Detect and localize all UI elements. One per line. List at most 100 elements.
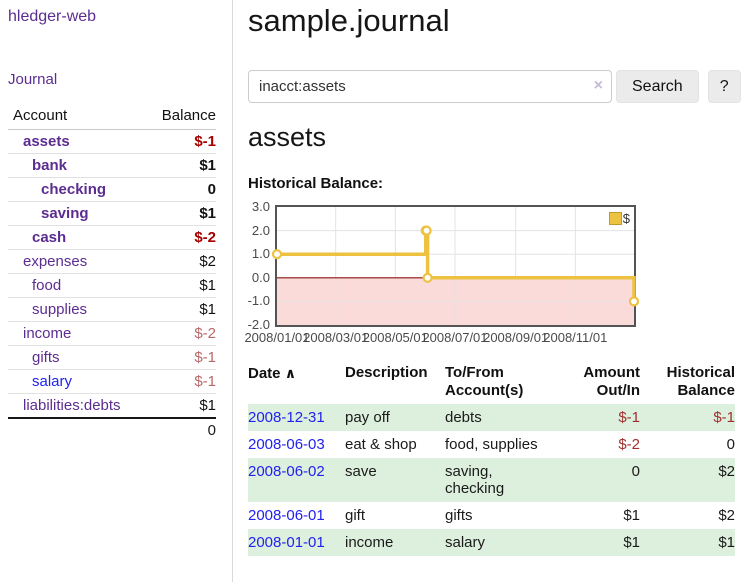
x-tick-label: 2008/01/01	[244, 330, 310, 345]
chart-plot-area[interactable]: $	[271, 205, 640, 327]
transaction-date-link[interactable]: 2008-06-02	[248, 463, 325, 480]
transaction-balance: 0	[726, 436, 735, 453]
transaction-description: save	[345, 463, 377, 480]
sidebar-account-link[interactable]: expenses	[23, 253, 88, 270]
sidebar-account-link[interactable]: food	[32, 277, 62, 294]
sidebar-account-link[interactable]: gifts	[32, 349, 60, 366]
search-help-button[interactable]: ?	[707, 70, 741, 103]
transaction-amount: $1	[623, 534, 640, 551]
description-column-header: Description	[345, 364, 428, 381]
transaction-description: income	[345, 534, 394, 551]
account-row: checking 0	[8, 177, 216, 202]
y-tick-label: 1.0	[251, 246, 270, 262]
legend-swatch-icon	[608, 212, 622, 225]
chart-y-axis: 3.0 2.0 1.0 0.0 -1.0 -2.0	[235, 198, 270, 332]
account-row: bank $1	[8, 153, 216, 178]
account-balance: 0	[148, 177, 216, 202]
transaction-accounts: saving, checking	[445, 463, 505, 497]
x-tick-label: 2008/11/01	[543, 330, 608, 345]
account-row: food $1	[8, 273, 216, 298]
sidebar-account-link[interactable]: checking	[41, 181, 107, 198]
account-balance: $-2	[148, 225, 216, 250]
accounts-column-header: To/From Account(s)	[445, 364, 524, 399]
account-heading: assets	[248, 122, 327, 152]
balance-chart-svg	[271, 207, 640, 325]
sidebar-account-link[interactable]: liabilities:debts	[23, 397, 121, 414]
account-row: cash $-2	[8, 225, 216, 250]
transaction-date-link[interactable]: 2008-01-01	[248, 534, 325, 551]
x-tick-label: 2008/07/01	[422, 330, 488, 345]
sidebar-account-link[interactable]: salary	[32, 373, 73, 390]
account-balance: $1	[199, 397, 216, 414]
transaction-row: 2008-06-02 save saving, checking 0 $2	[248, 458, 735, 502]
transaction-row: 2008-12-31 pay off debts $-1 $-1	[248, 404, 735, 431]
y-tick-label: -2.0	[247, 317, 270, 332]
accounts-table: Account Balance assets $-1 bank $1 checking 0…	[8, 103, 216, 442]
page-title: sample.journal	[248, 3, 450, 38]
transaction-description: gift	[345, 507, 366, 524]
transaction-date-link[interactable]: 2008-06-01	[248, 507, 325, 524]
account-balance: $1	[148, 297, 216, 322]
transaction-description: pay off	[345, 409, 390, 426]
y-tick-label: 0.0	[251, 269, 270, 285]
sidebar-account-link[interactable]: cash	[32, 229, 67, 246]
register-body: 2008-12-31 pay off debts $-1 $-1 2008-06-03 ea…	[248, 404, 735, 556]
search-input[interactable]	[248, 70, 612, 103]
account-row: liabilities:debts $1	[8, 394, 216, 419]
account-row: expenses $2	[8, 249, 216, 274]
brand-link[interactable]: hledger-web	[8, 8, 97, 25]
total-spacer	[8, 417, 149, 442]
transaction-balance: $2	[718, 507, 735, 524]
sidebar-accounts-body: assets $-1 bank $1 checking 0 saving $1 cash $-2 e…	[8, 129, 216, 419]
x-tick-label: 2008/05/01	[362, 330, 428, 345]
register-table: Date ∧ Description To/From Account(s) Am…	[248, 362, 735, 556]
transaction-amount: $1	[623, 507, 640, 524]
date-column-header[interactable]: Date ∧	[248, 365, 297, 382]
transaction-accounts: debts	[445, 409, 482, 426]
chart-title: Historical Balance:	[248, 175, 384, 192]
account-column-header: Account	[8, 103, 149, 130]
search-form: × Search?	[248, 70, 742, 104]
amount-column-header: Amount Out/In	[583, 364, 640, 399]
sidebar-item-journal[interactable]: Journal	[8, 71, 58, 88]
transaction-balance: $1	[718, 534, 735, 551]
account-balance: $1	[148, 273, 216, 298]
legend-label: $	[622, 211, 630, 226]
y-tick-label: -1.0	[247, 293, 270, 309]
account-row: assets $-1	[8, 129, 216, 154]
transaction-date-link[interactable]: 2008-06-03	[248, 436, 325, 453]
transaction-accounts: food, supplies	[445, 436, 538, 453]
x-tick-label: 2008/03/01	[303, 330, 369, 345]
sidebar: hledger-web Journal Account Balance asse…	[0, 0, 233, 582]
transaction-amount: 0	[631, 463, 640, 480]
clear-search-icon[interactable]: ×	[593, 77, 603, 94]
sidebar-account-link[interactable]: bank	[32, 157, 68, 174]
accounts-table-header: Account Balance	[8, 103, 216, 130]
transaction-amount: $-1	[618, 409, 640, 426]
account-row: saving $1	[8, 201, 216, 226]
total-balance: 0	[148, 417, 216, 442]
main-content: sample.journal × Search? assets Historic…	[244, 0, 742, 582]
sidebar-account-link[interactable]: income	[23, 325, 72, 342]
accounts-total-row: 0	[8, 417, 216, 442]
balance-column-header-register: Historical Balance	[666, 364, 735, 399]
x-tick-label: 2008/09/01	[483, 330, 549, 345]
y-tick-label: 2.0	[251, 222, 270, 238]
search-button[interactable]: Search	[616, 70, 699, 103]
register-header-row: Date ∧ Description To/From Account(s) Am…	[248, 362, 735, 404]
sidebar-account-link[interactable]: assets	[23, 133, 70, 150]
sidebar-account-link[interactable]: saving	[41, 205, 89, 222]
transaction-description: eat & shop	[345, 436, 417, 453]
transaction-row: 2008-01-01 income salary $1 $1	[248, 529, 735, 556]
account-balance: $1	[148, 201, 216, 226]
account-row: salary $-1	[8, 369, 216, 394]
transaction-accounts: salary	[445, 534, 486, 551]
account-row: supplies $1	[8, 297, 216, 322]
account-balance: $-1	[148, 369, 216, 394]
account-balance: $-2	[148, 321, 216, 346]
transaction-date-link[interactable]: 2008-12-31	[248, 409, 325, 426]
account-balance: $-1	[148, 129, 216, 154]
sidebar-account-link[interactable]: supplies	[32, 301, 88, 318]
transaction-amount: $-2	[618, 436, 640, 453]
